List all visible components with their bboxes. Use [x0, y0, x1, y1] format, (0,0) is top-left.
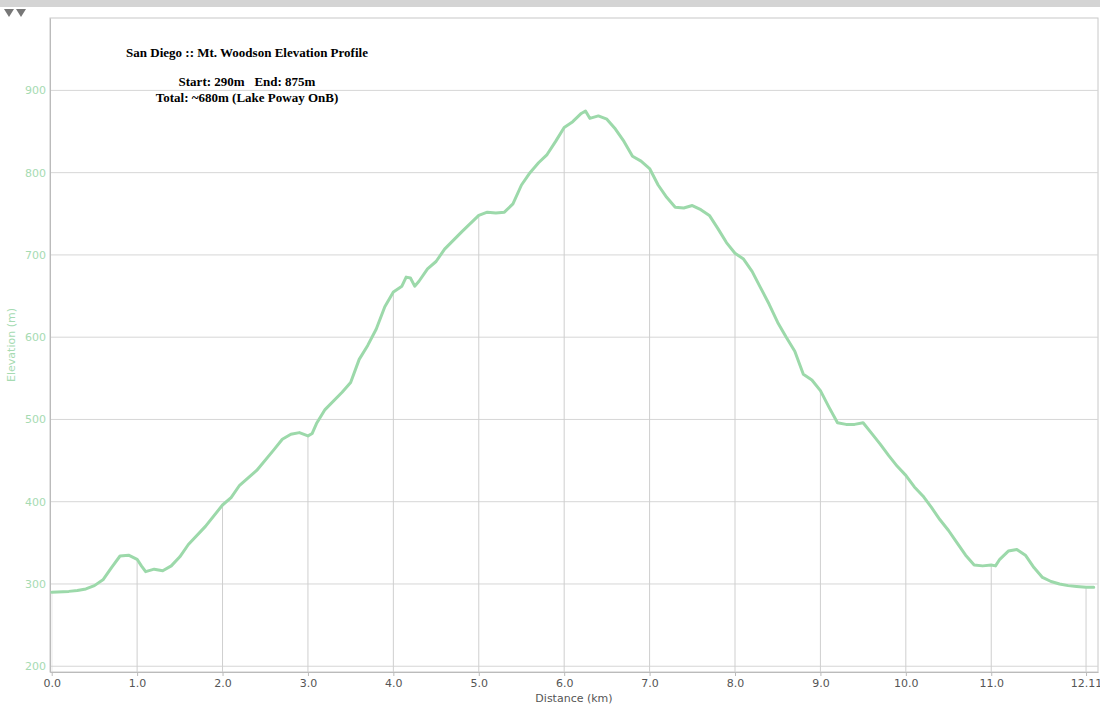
tick-label: 12.11: [1071, 677, 1100, 690]
tick: 3.0: [300, 672, 318, 690]
tick-label: 500: [25, 413, 46, 426]
tick-mark: [735, 672, 736, 676]
tick-mark: [991, 672, 992, 676]
tick: 400: [25, 496, 50, 509]
tick-label: 900: [25, 84, 46, 97]
y-grid: [50, 90, 1098, 666]
tick-mark: [223, 672, 224, 676]
tick: 200: [25, 660, 50, 673]
tick: 7.0: [641, 672, 659, 690]
tick: 11.0: [979, 672, 1004, 690]
grid-line: [50, 583, 1098, 584]
annotation: Start: 290m End: 875m: [179, 74, 316, 89]
tick-label: 0.0: [43, 677, 61, 690]
grid-line: [393, 18, 394, 672]
tick-label: 2.0: [214, 677, 232, 690]
tick: 12.11: [1071, 672, 1100, 690]
tick-label: 4.0: [385, 677, 403, 690]
tick-label: 7.0: [641, 677, 659, 690]
tick-label: 5.0: [471, 677, 489, 690]
tick-mark: [393, 672, 394, 676]
tick-label: 11.0: [979, 677, 1004, 690]
tick: 4.0: [385, 672, 403, 690]
grid-line: [50, 501, 1098, 502]
tick-mark: [564, 672, 565, 676]
tick-mark: [1086, 672, 1087, 676]
x-grid: [52, 18, 1086, 672]
grid-line: [649, 18, 650, 672]
tick-mark: [820, 672, 821, 676]
tick-mark: [906, 672, 907, 676]
tick: 0.0: [43, 672, 61, 690]
tick-label: 200: [25, 660, 46, 673]
tick-label: 700: [25, 249, 46, 262]
tick-label: 6.0: [556, 677, 574, 690]
tick: 2.0: [214, 672, 232, 690]
title: San Diego :: Mt. Woodson Elevation Profi…: [126, 45, 368, 60]
toolbar-icon: [4, 9, 14, 17]
y-axis-title: Elevation (m): [5, 308, 18, 382]
annotation: Total: ~680m (Lake Poway OnB): [156, 90, 339, 105]
grid-line: [991, 18, 992, 672]
grid-line: [307, 18, 308, 672]
tick-mark: [52, 672, 53, 676]
grid-line: [137, 18, 138, 672]
grid-line: [564, 18, 565, 672]
tick-mark: [650, 672, 651, 676]
grid-line: [222, 18, 223, 672]
grid-line: [905, 18, 906, 672]
tick-label: 1.0: [129, 677, 147, 690]
grid-line: [478, 18, 479, 672]
axis-line: [51, 672, 1099, 673]
tick: 600: [25, 331, 50, 344]
tick-label: 800: [25, 167, 46, 180]
plot-frame: [50, 18, 1098, 672]
axis-line: [50, 19, 51, 673]
tick: 1.0: [129, 672, 147, 690]
tick-label: 400: [25, 496, 46, 509]
tick-mark: [479, 672, 480, 676]
tick-label: 300: [25, 578, 46, 591]
grid-line: [50, 419, 1098, 420]
tick-mark: [308, 672, 309, 676]
tick: 5.0: [471, 672, 489, 690]
tick: 500: [25, 413, 50, 426]
tick-label: 8.0: [727, 677, 745, 690]
tick-mark: [137, 672, 138, 676]
tick: 700: [25, 249, 50, 262]
tick: 9.0: [812, 672, 830, 690]
grid-line: [50, 666, 1098, 667]
tick-label: 10.0: [894, 677, 919, 690]
tick: 800: [25, 167, 50, 180]
chart: 0.0 1.0 2.0 3.0 4.0 5.0 6.0 7.0 8.0 9.0 10.0 11.0 12…: [0, 0, 1100, 708]
grid-line: [1086, 18, 1087, 672]
elevation-line: [52, 111, 1094, 592]
tick-label: 9.0: [812, 677, 830, 690]
toolbar-icon: [16, 9, 26, 17]
x-axis-title: Distance (km): [535, 692, 612, 705]
tick: 8.0: [727, 672, 745, 690]
toolbar: [0, 0, 1100, 7]
grid-line: [50, 337, 1098, 338]
grid-line: [51, 18, 52, 672]
tick: 6.0: [556, 672, 574, 690]
x-axis: 0.0 1.0 2.0 3.0 4.0 5.0 6.0 7.0 8.0 9.0 10.0 11.0 12…: [43, 672, 1100, 690]
grid-line: [50, 254, 1098, 255]
tick: 300: [25, 578, 50, 591]
grid-line: [50, 172, 1098, 173]
y-axis: 200 300 400 500 600 700 800 900: [25, 19, 51, 674]
tick: 900: [25, 84, 50, 97]
plot-area: [52, 111, 1094, 592]
tick: 10.0: [894, 672, 919, 690]
grid-line: [820, 18, 821, 672]
grid-line: [735, 18, 736, 672]
tick-label: 600: [25, 331, 46, 344]
tick-label: 3.0: [300, 677, 318, 690]
